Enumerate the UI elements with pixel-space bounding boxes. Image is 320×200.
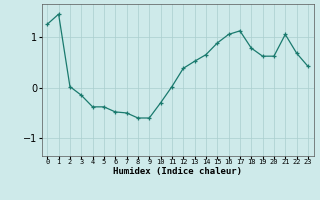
X-axis label: Humidex (Indice chaleur): Humidex (Indice chaleur) [113,167,242,176]
